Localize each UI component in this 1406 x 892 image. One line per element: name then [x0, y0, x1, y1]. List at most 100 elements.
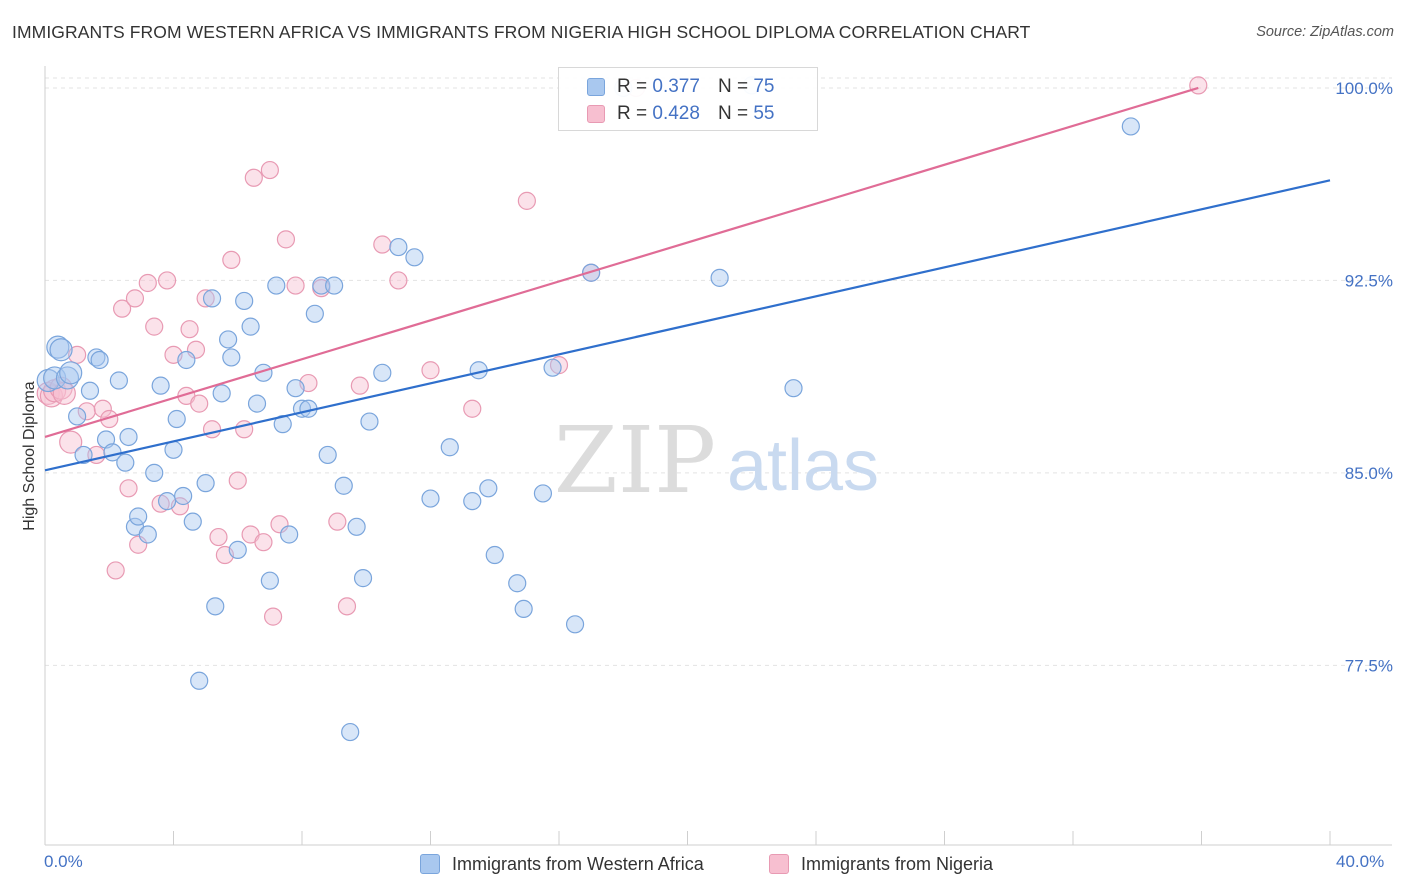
point-western-africa — [116, 453, 135, 472]
y-tick-label: 77.5% — [1345, 656, 1393, 675]
legend-r-label: R = — [617, 103, 648, 124]
point-western-africa — [219, 330, 238, 349]
point-western-africa — [1121, 117, 1140, 136]
point-nigeria — [222, 250, 241, 270]
trend-line-western-africa — [44, 179, 1331, 472]
legend-n-value: 75 — [753, 76, 775, 97]
point-western-africa — [485, 545, 504, 565]
point-western-africa — [533, 484, 553, 503]
trend-line-nigeria — [44, 86, 1199, 439]
chart-title: IMMIGRANTS FROM WESTERN AFRICA VS IMMIGR… — [12, 22, 1031, 42]
legend-r-label: R = — [617, 76, 648, 97]
point-western-africa — [784, 379, 803, 398]
point-western-africa — [177, 350, 196, 370]
point-western-africa — [222, 348, 241, 367]
point-nigeria — [196, 289, 215, 308]
bottom-legend-label: Immigrants from Western Africa — [452, 853, 704, 874]
point-western-africa — [145, 463, 164, 482]
point-western-africa — [49, 338, 73, 362]
bottom-legend-nigeria: Immigrants from Nigeria — [769, 851, 993, 877]
point-western-africa — [543, 358, 562, 377]
stats-legend: R = 0.377 N = 75 R = 0.428 N = 55 — [558, 67, 818, 131]
point-western-africa — [312, 276, 331, 295]
point-western-africa — [514, 599, 533, 619]
point-nigeria — [228, 471, 247, 490]
point-western-africa — [260, 571, 279, 590]
series-western-africa-points — [36, 76, 1140, 742]
point-western-africa — [241, 317, 260, 336]
point-western-africa — [421, 489, 440, 508]
point-western-africa — [267, 276, 286, 295]
point-western-africa — [334, 476, 353, 495]
x-tick-label-max: 40.0% — [1336, 852, 1385, 871]
y-tick-labels: 77.5% 85.0% 92.5% 100.0% — [1335, 79, 1393, 675]
series-nigeria-points — [36, 76, 1208, 626]
point-western-africa — [87, 348, 106, 367]
point-western-africa — [389, 237, 408, 257]
y-tick-label: 100.0% — [1335, 79, 1393, 98]
legend-swatch-blue — [587, 78, 605, 96]
legend-r-value: 0.377 — [652, 76, 700, 97]
watermark-atlas: atlas — [727, 426, 879, 506]
point-western-africa — [228, 540, 247, 559]
legend-n-value: 55 — [753, 103, 775, 124]
source-label: Source: ZipAtlas.com — [1256, 24, 1394, 40]
point-nigeria — [209, 527, 228, 547]
point-western-africa — [174, 486, 193, 506]
point-nigeria — [517, 191, 536, 210]
point-western-africa — [80, 381, 100, 400]
point-western-africa — [109, 371, 128, 390]
point-nigeria — [138, 273, 157, 293]
point-western-africa — [74, 445, 93, 465]
point-western-africa — [247, 394, 267, 413]
point-western-africa — [202, 289, 222, 308]
point-nigeria — [337, 597, 357, 616]
point-western-africa — [138, 525, 157, 544]
point-western-africa — [341, 722, 360, 742]
point-nigeria — [421, 361, 440, 380]
point-western-africa — [353, 569, 373, 588]
point-western-africa — [305, 304, 324, 323]
point-nigeria — [112, 299, 132, 318]
point-western-africa — [280, 525, 299, 544]
point-western-africa — [151, 376, 170, 395]
watermark-zip: ZIP — [554, 407, 716, 514]
point-nigeria — [180, 320, 199, 339]
legend-n-label: N = — [717, 103, 749, 124]
point-nigeria — [389, 271, 408, 290]
point-nigeria — [202, 420, 222, 439]
point-western-africa — [508, 574, 527, 593]
axes — [44, 66, 1392, 846]
point-western-africa — [325, 276, 344, 295]
point-nigeria — [190, 394, 209, 413]
point-nigeria — [244, 168, 263, 187]
x-tick-label-min: 0.0% — [44, 852, 83, 871]
grid-lines — [45, 77, 1392, 666]
point-nigeria — [254, 533, 273, 552]
bottom-legend-western-africa: Immigrants from Western Africa — [420, 851, 704, 877]
legend-row-nigeria: R = 0.428 N = 55 — [587, 101, 774, 127]
point-nigeria — [276, 230, 296, 249]
point-nigeria — [119, 479, 138, 498]
point-nigeria — [145, 317, 164, 336]
point-nigeria — [350, 376, 369, 395]
point-nigeria — [328, 512, 347, 531]
point-nigeria — [93, 399, 112, 418]
trend-lines — [44, 86, 1331, 472]
legend-n-label: N = — [717, 76, 749, 97]
point-western-africa — [235, 291, 254, 311]
point-western-africa — [212, 384, 231, 403]
point-western-africa — [286, 379, 305, 398]
point-western-africa — [206, 597, 225, 616]
point-western-africa — [463, 492, 482, 511]
point-nigeria — [59, 430, 83, 454]
y-axis-title: High School Diploma — [21, 381, 38, 531]
point-nigeria — [286, 276, 305, 295]
point-western-africa — [565, 615, 585, 634]
point-nigeria — [373, 235, 392, 254]
point-western-africa — [90, 350, 109, 370]
bottom-legend-swatch-blue — [420, 854, 440, 874]
bottom-legend-label: Immigrants from Nigeria — [801, 853, 994, 874]
point-western-africa — [360, 412, 379, 431]
